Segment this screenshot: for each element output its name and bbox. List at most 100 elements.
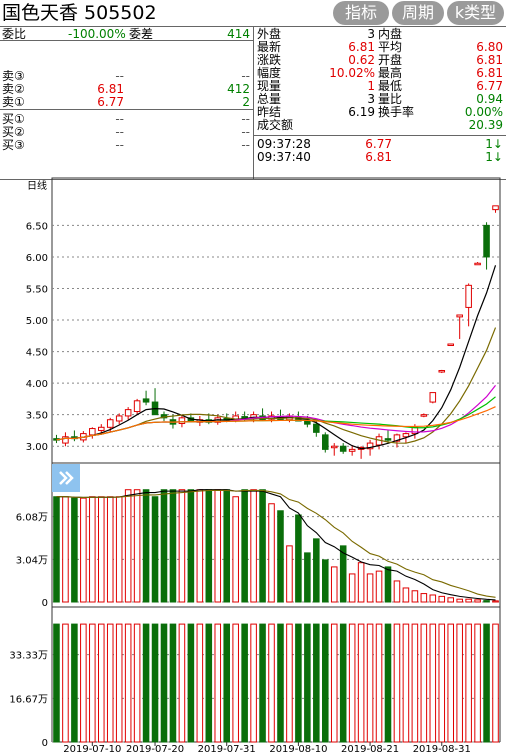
amount-bar [98, 623, 105, 743]
candle-body [330, 445, 338, 449]
volume-bar [366, 573, 374, 603]
sell-3-label: 卖③ [2, 69, 25, 83]
candle-body [322, 434, 329, 450]
candle-body [429, 392, 437, 403]
period-label: 日线 [27, 179, 47, 192]
weicha-label: 委差 [129, 27, 154, 41]
candle-body [420, 414, 428, 417]
price-tick-label: 4.00 [26, 379, 48, 390]
stat-label: 换手率 [378, 105, 415, 119]
expand-button[interactable] [52, 464, 80, 492]
amount-bar [429, 623, 437, 743]
double-chevron-right-icon [59, 471, 74, 485]
stat-label: 成交额 [257, 118, 294, 132]
amount-bar [384, 623, 392, 743]
k-type-button[interactable]: k类型 [447, 1, 504, 25]
date-label: 2019-07-10 [63, 744, 121, 755]
amount-bar [205, 623, 213, 743]
volume-bar [151, 496, 159, 603]
stock-title: 国色天香 505502 [2, 2, 157, 24]
volume-bar [89, 496, 96, 603]
price-tick-label: 3.50 [26, 411, 48, 422]
price-tick-label: 6.50 [26, 221, 48, 232]
amount-bar [214, 623, 222, 743]
volume-bar [429, 594, 437, 603]
amount-bar [106, 623, 114, 743]
amount-bar [115, 623, 123, 743]
volume-bar [259, 489, 266, 603]
stat-label: 量比 [378, 92, 403, 106]
volume-bar [330, 566, 338, 603]
volume-bar [106, 496, 114, 603]
stat-value: 10.02% [329, 66, 375, 80]
candle-body [339, 445, 347, 452]
volume-bar [322, 559, 329, 603]
volume-bar [402, 587, 410, 603]
amount-bar [124, 623, 132, 743]
amount-bar [339, 623, 347, 743]
amount-bar [62, 623, 69, 743]
amount-tick-label: 16.67万 [9, 694, 48, 705]
volume-bar [420, 593, 428, 603]
volume-bar [375, 570, 383, 603]
volume-bar [232, 496, 239, 603]
volume-bar [62, 496, 69, 603]
amount-bar [187, 623, 195, 743]
volume-bar [142, 489, 150, 603]
volume-bar [456, 598, 463, 603]
volume-bar [250, 489, 257, 603]
amount-bar [133, 623, 141, 743]
stat-label: 最低 [378, 79, 403, 93]
stat-label: 开盘 [378, 53, 403, 67]
amount-bar [402, 623, 410, 743]
candle-body [115, 415, 123, 422]
candle-body [98, 426, 105, 431]
amount-bar [151, 623, 159, 743]
candle-body [447, 343, 454, 347]
tick-1-price: 6.77 [365, 137, 392, 151]
volume-tick-label: 0 [42, 598, 48, 609]
amount-bar [169, 623, 177, 743]
sell-1-volume: 2 [242, 95, 250, 109]
volume-bar [223, 489, 230, 603]
amount-tick-label: 33.33万 [9, 651, 48, 662]
sell-3-volume: -- [241, 69, 250, 83]
amount-bar [241, 623, 248, 743]
candle-body [89, 428, 96, 436]
indicator-button[interactable]: 指标 [333, 1, 389, 25]
ma60-line [56, 406, 496, 441]
candle-body [304, 420, 311, 425]
volume-bar [169, 489, 177, 603]
amount-bar [53, 623, 60, 743]
waipan-value: 3 [367, 27, 375, 41]
quote-panel: 委比 -100.00% 委差 414 卖③ -- -- 卖② 6.81 412 … [0, 26, 506, 180]
candle-body [483, 224, 490, 258]
date-label: 2019-07-20 [126, 744, 184, 755]
volume-bar [411, 590, 419, 603]
tick-2-price: 6.81 [365, 150, 392, 164]
sell-1-label: 卖① [2, 95, 25, 109]
candle-body [393, 434, 401, 442]
panel-divider [253, 27, 254, 179]
stat-label: 现量 [257, 79, 282, 93]
candle-body [124, 409, 132, 417]
period-button[interactable]: 周期 [392, 1, 444, 25]
amount-bar [196, 623, 204, 743]
weibi-divider [0, 40, 253, 41]
sell-2-label: 卖② [2, 82, 25, 96]
buy-2-label: 买② [2, 125, 25, 139]
stat-label: 昨结 [257, 105, 282, 119]
volume-bar [124, 489, 132, 603]
amount-bar [232, 623, 239, 743]
volume-bar [133, 489, 141, 603]
amount-bar [375, 623, 383, 743]
buy-3-label: 买③ [2, 138, 25, 152]
candle-body [241, 416, 248, 419]
sell-2-volume: 412 [227, 82, 250, 96]
stat-label: 最新 [257, 40, 282, 54]
amount-bar [89, 623, 96, 743]
price-tick-label: 3.00 [26, 442, 48, 453]
price-tick-label: 4.50 [26, 348, 48, 359]
stat-value: 3 [367, 92, 375, 106]
